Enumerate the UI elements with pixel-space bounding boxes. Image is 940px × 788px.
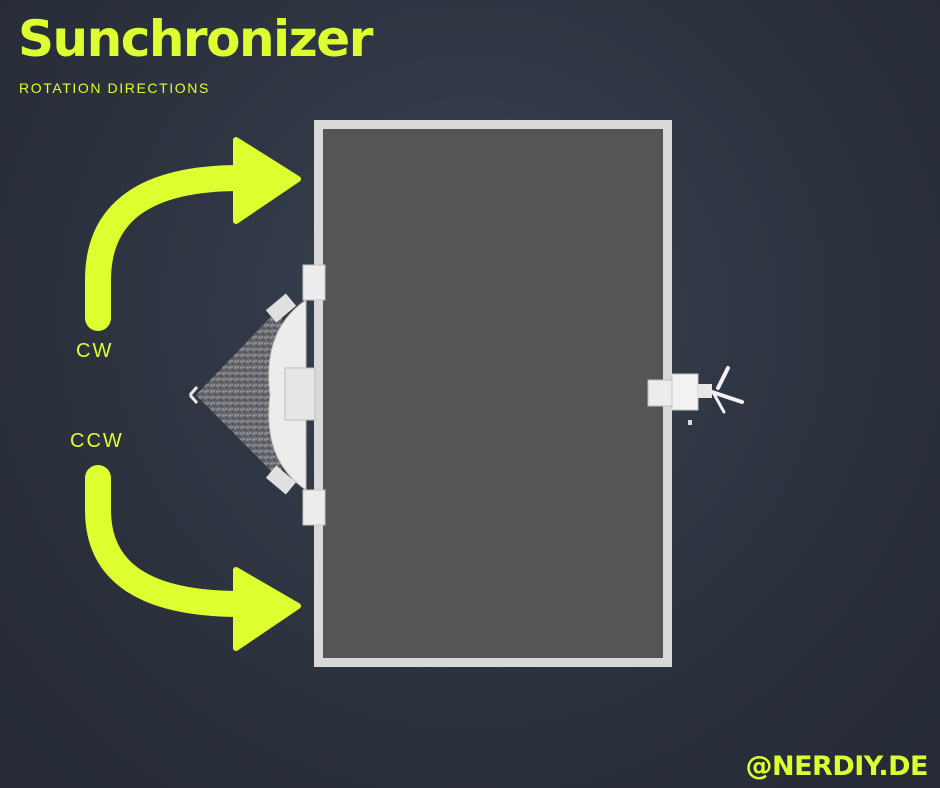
author-handle: @NERDIY.DE: [745, 751, 929, 782]
anemometer-icon: [647, 366, 744, 425]
cw-arrow-icon: [85, 137, 301, 331]
ccw-arrow-icon: [85, 465, 301, 651]
cw-label: CW: [76, 340, 114, 362]
page-title: Sunchronizer: [18, 10, 373, 68]
ccw-label: CCW: [70, 430, 124, 452]
page-subtitle: ROTATION DIRECTIONS: [19, 80, 210, 96]
rotation-mount-icon: [188, 264, 326, 526]
